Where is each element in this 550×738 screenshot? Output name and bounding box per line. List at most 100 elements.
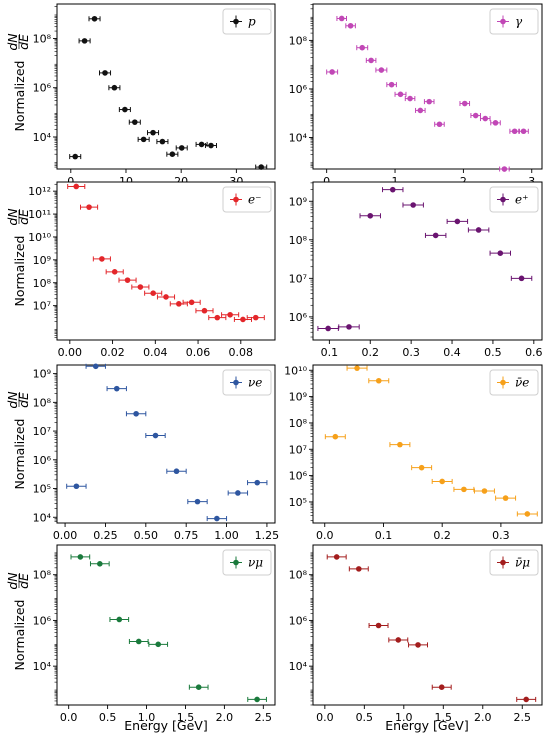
point-marker — [454, 218, 461, 225]
y-tick-label: 10⁷ — [33, 300, 51, 313]
data-point — [411, 464, 433, 471]
chart-panel-6: 10⁵ 10⁶ 10⁷ 10⁸ 10⁹ 10¹⁰ 0.0 0.1 0.2 0.3 ν̄e — [284, 364, 543, 542]
x-tick-label: 0.4 — [443, 346, 461, 359]
point-marker — [73, 483, 80, 490]
point-marker — [111, 269, 118, 275]
data-point — [394, 91, 407, 98]
x-tick-label: 2.0 — [216, 711, 234, 724]
point-marker — [159, 138, 166, 145]
data-point — [516, 696, 537, 703]
point-marker — [378, 67, 385, 73]
point-marker — [198, 141, 205, 148]
y-tick-label: 10⁴ — [33, 511, 52, 524]
y-tick-label: 10⁴ — [289, 660, 308, 673]
data-point — [92, 256, 111, 262]
point-marker — [77, 554, 84, 560]
point-marker — [520, 128, 527, 135]
data-point — [187, 498, 208, 505]
x-tick-label: 0.0 — [316, 711, 334, 724]
point-marker — [194, 498, 201, 505]
point-marker — [150, 129, 156, 136]
point-marker — [511, 128, 518, 135]
point-marker — [188, 299, 195, 306]
data-point — [69, 153, 82, 160]
data-point — [490, 120, 501, 126]
legend-marker — [500, 18, 506, 25]
y-tick-label: 10⁶ — [289, 311, 308, 324]
data-point — [470, 112, 481, 119]
data-point — [144, 290, 163, 296]
y-tick-label: 10⁸ — [289, 34, 308, 47]
data-point — [118, 106, 131, 113]
data-point — [89, 561, 110, 567]
point-marker — [497, 250, 504, 256]
y-tick-label: 10⁸ — [33, 277, 52, 290]
x-tick-label: 0.3 — [402, 346, 420, 359]
x-tick-label: 0.5 — [356, 711, 374, 724]
point-marker — [116, 616, 123, 623]
x-tick-label: 0.25 — [93, 529, 118, 542]
data-point — [247, 479, 268, 486]
data-point — [118, 277, 137, 283]
data-point — [424, 232, 447, 239]
y-tick-label: 10⁶ — [289, 614, 308, 627]
legend-label: νe — [248, 376, 262, 390]
data-point — [348, 566, 369, 572]
x-tick-label: 0.3 — [492, 529, 510, 542]
x-tick-label: 0.50 — [134, 529, 159, 542]
data-point — [106, 385, 127, 392]
point-marker — [133, 410, 139, 417]
data-point — [137, 136, 150, 143]
point-marker — [518, 275, 525, 282]
x-tick-label: 1.0 — [395, 711, 413, 724]
point-marker — [169, 151, 176, 157]
data-point — [489, 250, 512, 256]
point-marker — [86, 204, 92, 210]
y-tick-label: 10⁹ — [289, 391, 307, 404]
point-marker — [501, 166, 508, 172]
point-marker — [97, 561, 103, 567]
chart-panel-7: 10⁴ 10⁶ 10⁸ 0.0 0.5 1.0 1.5 2.0 2.5 νμ — [33, 544, 276, 724]
point-marker — [438, 684, 445, 690]
point-marker — [481, 488, 488, 494]
point-marker — [132, 119, 138, 125]
x-tick-label: 1.5 — [435, 711, 453, 724]
data-point — [128, 638, 149, 645]
point-marker — [426, 98, 433, 105]
data-point — [518, 128, 529, 135]
point-marker — [135, 638, 142, 645]
y-tick-label: 10⁴ — [33, 660, 52, 673]
data-point — [66, 483, 87, 490]
data-point — [175, 145, 188, 151]
data-point — [446, 218, 469, 225]
x-axis-title: Energy [GeV] — [124, 718, 207, 733]
legend-label: p — [248, 15, 256, 29]
data-point — [156, 294, 176, 300]
y-tick-label: 10¹² — [28, 185, 51, 198]
legend-frame — [489, 369, 539, 396]
data-point — [495, 495, 517, 501]
y-tick-label: 10⁸ — [33, 32, 52, 45]
data-point — [208, 314, 227, 321]
y-tick-label: 10⁴ — [289, 131, 308, 144]
chart-panel-3: 10⁷ 10⁸ 10⁹ 10¹⁰ 10¹¹ 10¹² 0.00 0.02 0.04 0.06 0.0… — [28, 181, 276, 359]
y-axis-fraction-denominator: dE — [16, 34, 31, 50]
x-tick-label: 1.5 — [177, 711, 195, 724]
x-tick-label: 0.2 — [433, 529, 451, 542]
point-marker — [332, 433, 339, 440]
data-point — [148, 641, 169, 648]
chart-panel-2: 10⁴10⁶10⁸0123γ — [289, 3, 543, 188]
point-marker — [81, 38, 88, 44]
y-axis-fraction-numerator: dN — [5, 572, 20, 590]
legend-frame — [489, 8, 539, 35]
legend-label: ν̄e — [515, 376, 529, 390]
point-marker — [113, 385, 120, 392]
data-point — [345, 22, 356, 29]
y-tick-label: 10⁸ — [33, 569, 52, 582]
legend: e⁺ — [489, 186, 539, 213]
legend-label: νμ — [248, 556, 263, 570]
point-marker — [410, 202, 416, 208]
point-marker — [178, 145, 185, 151]
data-point — [78, 38, 91, 44]
